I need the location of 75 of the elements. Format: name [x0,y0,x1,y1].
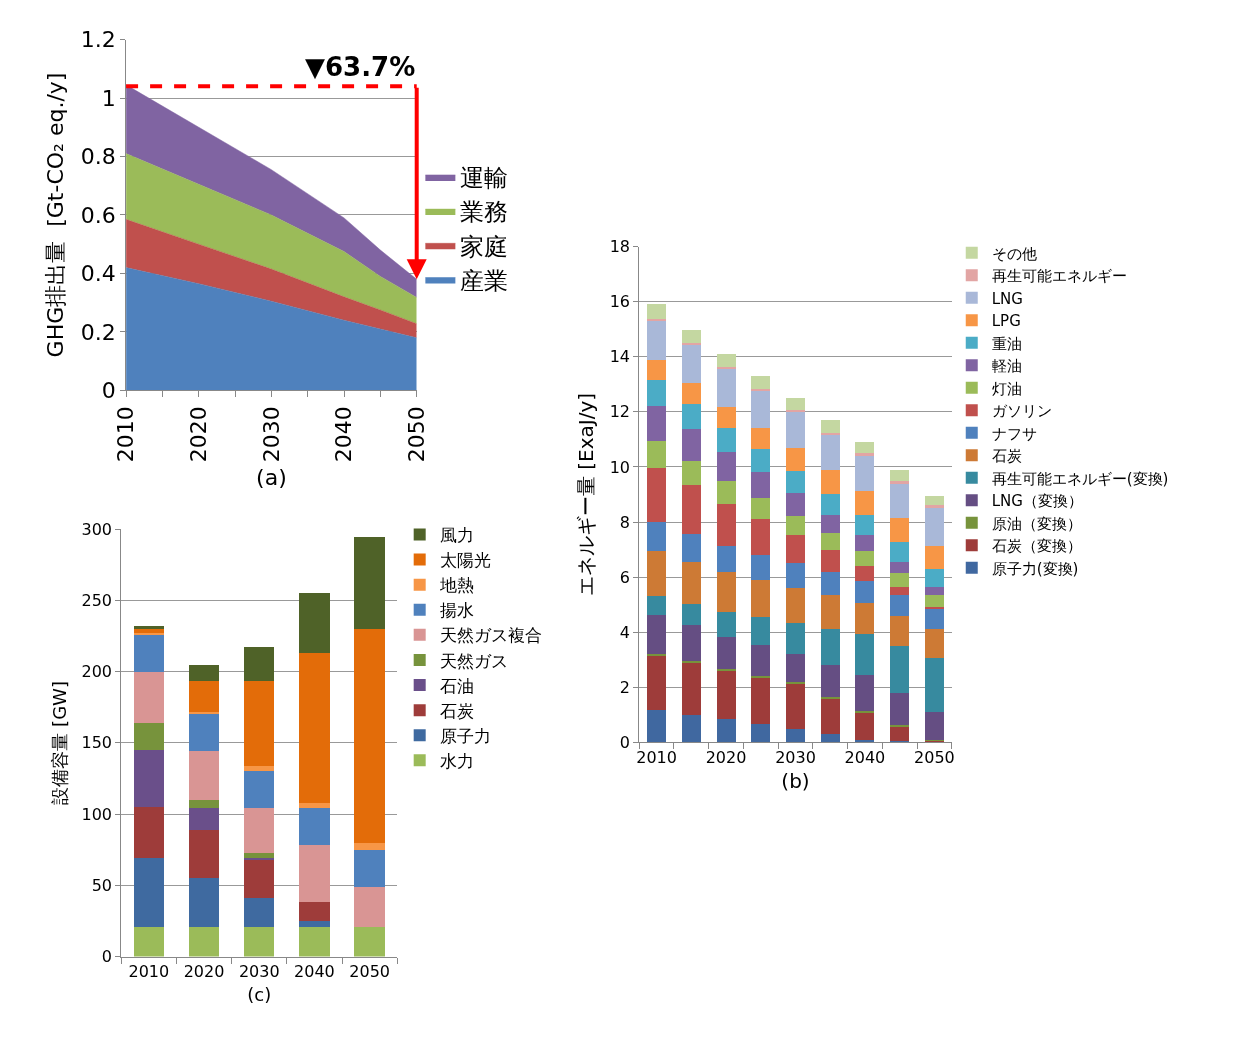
x-tick-label: 2040 [844,747,886,767]
legend-label: LNG [991,289,1023,308]
y-tick-label: 14 [609,347,631,367]
legend-label: 揚水 [439,600,474,621]
y-tick-label: 200 [81,662,113,682]
legend-label: 石炭 [439,700,474,721]
legend-label: 石炭（変換） [991,537,1082,555]
x-tick-label: 2040 [331,406,357,463]
legend-label: 風力 [439,525,474,546]
y-axis-title: エネルギー量 [ExaJ/y] [574,392,599,597]
y-tick-label: 250 [81,590,113,610]
x-tick-label: 2020 [185,406,211,463]
y-tick-label: 50 [91,875,113,895]
y-tick-label: 1 [101,85,116,111]
y-axis-title: 設備容量 [GW] [48,681,70,805]
legend-label: 天然ガス複合 [439,625,542,646]
legend-label: 太陽光 [439,550,491,571]
y-tick-label: 10 [609,457,631,477]
x-tick-label: 2010 [128,961,170,981]
legend-label: 原子力(変換) [991,559,1079,578]
legend-label: 水力 [439,750,474,771]
x-axis-title: (a) [256,465,287,491]
x-tick-label: 2030 [775,747,816,767]
legend-label: 石油 [439,675,474,696]
x-tick-label: 2020 [705,747,747,767]
legend-label: 軽油 [991,357,1022,375]
x-axis-title: (b) [781,769,810,794]
y-tick-label: 0.6 [80,202,116,228]
x-axis-title: (c) [247,983,272,1005]
legend-label: 重油 [991,334,1022,353]
legend-label: 再生可能エネルギー(変換) [991,469,1169,488]
y-tick-label: 300 [81,519,113,539]
legend-label: 原子力 [439,725,491,746]
y-tick-label: 0.8 [80,144,116,170]
legend-label: ガソリン [991,402,1052,420]
legend-label: LNG（変換） [991,492,1083,510]
x-tick-label: 2020 [183,961,225,981]
y-tick-label: 0.4 [80,261,116,287]
legend-label: 地熱 [438,575,474,596]
y-tick-label: 18 [609,237,631,257]
y-tick-label: 0 [619,732,631,752]
y-tick-label: 16 [609,292,631,312]
y-tick-label: 0.2 [80,319,116,345]
legend-label: 再生可能エネルギー [991,267,1127,285]
legend-label: 運輸 [460,164,509,193]
legend-label: ナフサ [991,424,1037,443]
y-tick-label: 1.2 [80,27,116,53]
x-tick-label: 2040 [294,961,335,981]
legend-label: 家庭 [460,232,509,261]
x-tick-label: 2030 [238,961,280,981]
y-axis-title: GHG排出量 [Gt-CO₂ eq./y] [43,72,69,358]
y-tick-label: 0 [101,378,116,404]
legend-label: その他 [991,244,1037,263]
x-tick-label: 2050 [403,406,429,463]
y-tick-label: 150 [81,733,113,753]
y-tick-label: 12 [609,402,631,422]
y-tick-label: 4 [619,622,631,642]
legend-label: 石炭 [991,447,1022,465]
legend-label: 業務 [460,198,509,227]
y-tick-label: 0 [101,947,113,967]
x-tick-label: 2010 [113,406,139,463]
annotation: ▼63.7% [305,52,416,82]
y-tick-label: 100 [81,804,113,824]
x-tick-label: 2030 [258,406,284,463]
legend-label: 天然ガス [439,650,508,671]
legend-label: 原油（変換） [991,514,1082,533]
y-tick-label: 2 [619,677,631,697]
y-tick-label: 6 [619,567,631,587]
x-tick-label: 2050 [349,961,391,981]
legend-label: LPG [991,312,1021,330]
x-tick-label: 2010 [636,747,677,767]
x-tick-label: 2050 [914,747,955,767]
y-tick-label: 8 [619,512,631,532]
legend-label: 産業 [460,266,509,295]
legend-label: 灯油 [991,379,1022,398]
